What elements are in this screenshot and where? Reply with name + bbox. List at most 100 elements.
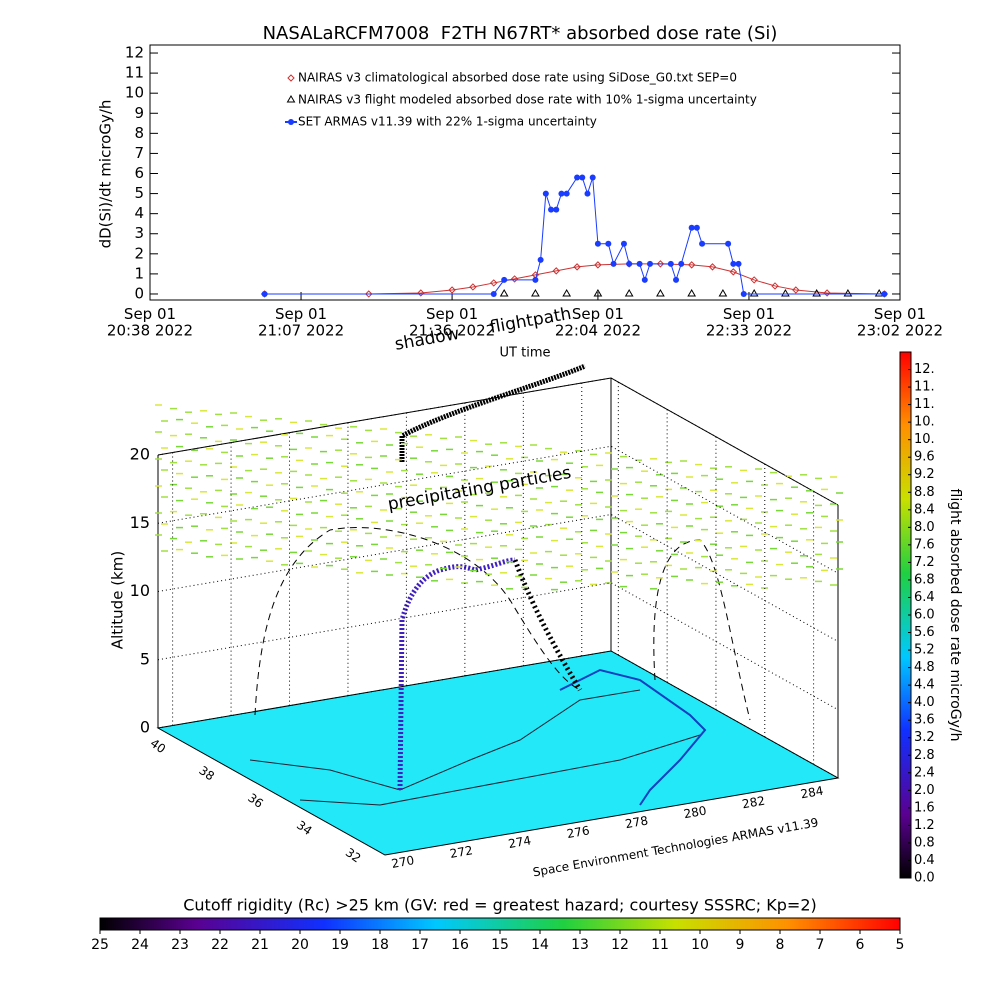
- data-point: [542, 190, 549, 197]
- y-tick-label: 36: [245, 791, 266, 811]
- data-point: [510, 275, 519, 283]
- colorbar-tick-label: 0.8: [914, 835, 935, 850]
- data-point: [532, 276, 539, 283]
- colorbar-tick-label: 17: [411, 937, 429, 953]
- data-point: [417, 289, 425, 297]
- data-point: [548, 206, 555, 213]
- y-tick-label: 11: [125, 64, 144, 82]
- legend-swatch: [288, 119, 294, 125]
- legend-label: SET ARMAS v11.39 with 22% 1-sigma uncert…: [298, 115, 597, 129]
- grid-line: [157, 513, 839, 642]
- z-axis-label: Altitude (km): [109, 551, 127, 649]
- x-tick-label: Sep 01 21:36 2022: [409, 305, 495, 340]
- colorbar-tick-label: 18: [371, 937, 389, 953]
- colorbar-tick-label: 21: [251, 937, 269, 953]
- data-point: [558, 190, 565, 197]
- colorbar-tick-label: 5.6: [914, 625, 935, 640]
- data-point: [647, 260, 653, 267]
- particle-field: [155, 404, 843, 591]
- y-tick-label: 34: [294, 818, 315, 838]
- data-point: [729, 268, 738, 276]
- z-tick-label: 15: [130, 513, 150, 532]
- data-point: [531, 288, 540, 297]
- data-point: [750, 276, 758, 284]
- y-tick-label: 2: [134, 244, 144, 262]
- colorbar-tick-label: 6: [856, 937, 865, 953]
- data-point: [469, 283, 477, 291]
- data-point: [563, 190, 570, 197]
- colorbar-tick-label: 22: [211, 937, 229, 953]
- data-point: [553, 206, 560, 213]
- data-point: [448, 286, 456, 294]
- data-point: [537, 256, 544, 263]
- map-border: [299, 734, 701, 806]
- colorbar-tick-label: 4.0: [914, 695, 935, 710]
- data-point: [688, 224, 695, 231]
- x-tick-label: 280: [683, 803, 708, 821]
- data-point: [261, 290, 268, 297]
- colorbar-tick-label: 7.2: [914, 555, 935, 570]
- colorbar-tick-label: 16: [451, 937, 469, 953]
- data-point: [499, 288, 509, 297]
- data-point: [490, 290, 497, 297]
- x-tick-label: 278: [624, 813, 649, 831]
- grid-line: [157, 650, 839, 779]
- x-tick-label: Sep 01 20:38 2022: [107, 305, 193, 340]
- data-point: [749, 288, 759, 297]
- colorbar-tick-label: 3.6: [914, 713, 935, 728]
- data-point: [579, 174, 586, 181]
- flight-path: [397, 557, 516, 791]
- y-tick-label: 1: [134, 264, 144, 282]
- data-point: [626, 260, 633, 267]
- data-point: [594, 261, 602, 269]
- data-point: [771, 282, 779, 290]
- data-point: [781, 288, 790, 297]
- colorbar-tick-label: 9.2: [914, 467, 935, 482]
- data-point: [584, 190, 591, 197]
- y-tick-label: 6: [134, 164, 144, 182]
- annotation: precipitating particles: [386, 463, 573, 515]
- colorbar-tick-label: 25: [91, 937, 109, 953]
- data-point: [874, 288, 884, 297]
- colorbar-tick-label: 15: [491, 937, 509, 953]
- colorbar-tick-label: 6.8: [914, 572, 935, 587]
- y-tick-label: 8: [134, 124, 144, 142]
- data-point: [624, 288, 634, 297]
- data-point: [641, 276, 648, 283]
- colorbar-tick-label: 5: [896, 937, 905, 953]
- data-point: [718, 288, 728, 297]
- data-point: [552, 267, 560, 275]
- data-point: [490, 279, 498, 287]
- colorbar-tick-label: 10.: [914, 432, 935, 447]
- x-tick-label: 282: [741, 794, 766, 812]
- y-tick-label: 5: [134, 184, 144, 202]
- colorbar-tick-label: 12.: [914, 362, 935, 377]
- colorbar-tick-label: 13: [571, 937, 589, 953]
- colorbar-tick-label: 1.6: [914, 800, 935, 815]
- y-tick-label: 32: [343, 845, 364, 865]
- grid-line: [157, 377, 839, 506]
- colorbar-tick-label: 5.2: [914, 643, 935, 658]
- y-tick-label: 38: [196, 763, 217, 783]
- colorbar-tick-label: 10.: [914, 415, 935, 430]
- colorbar-tick-label: 11.: [914, 380, 935, 395]
- colorbar-tick-label: 7: [816, 937, 825, 953]
- colorbar-tick-label: 4.8: [914, 660, 935, 675]
- y-tick-label: 3: [134, 224, 144, 242]
- colorbar-tick-label: 3.2: [914, 730, 935, 745]
- map-floor: [156, 650, 840, 856]
- z-tick-label: 10: [130, 581, 150, 600]
- y-tick-label: 12: [125, 44, 144, 62]
- data-point: [725, 240, 732, 247]
- data-point: [678, 260, 685, 267]
- colorbar-tick-label: 0.0: [914, 871, 935, 886]
- data-point: [693, 224, 700, 231]
- colorbar-tick-label: 10: [691, 937, 709, 953]
- colorbar-tick-label: 11.: [914, 397, 935, 412]
- y-tick-label: 4: [134, 204, 144, 222]
- y-tick-label: 10: [125, 84, 144, 102]
- flight-path: [512, 559, 583, 692]
- data-point: [574, 174, 581, 181]
- colorbar-title: Cutoff rigidity (Rc) >25 km (GV: red = g…: [183, 896, 817, 915]
